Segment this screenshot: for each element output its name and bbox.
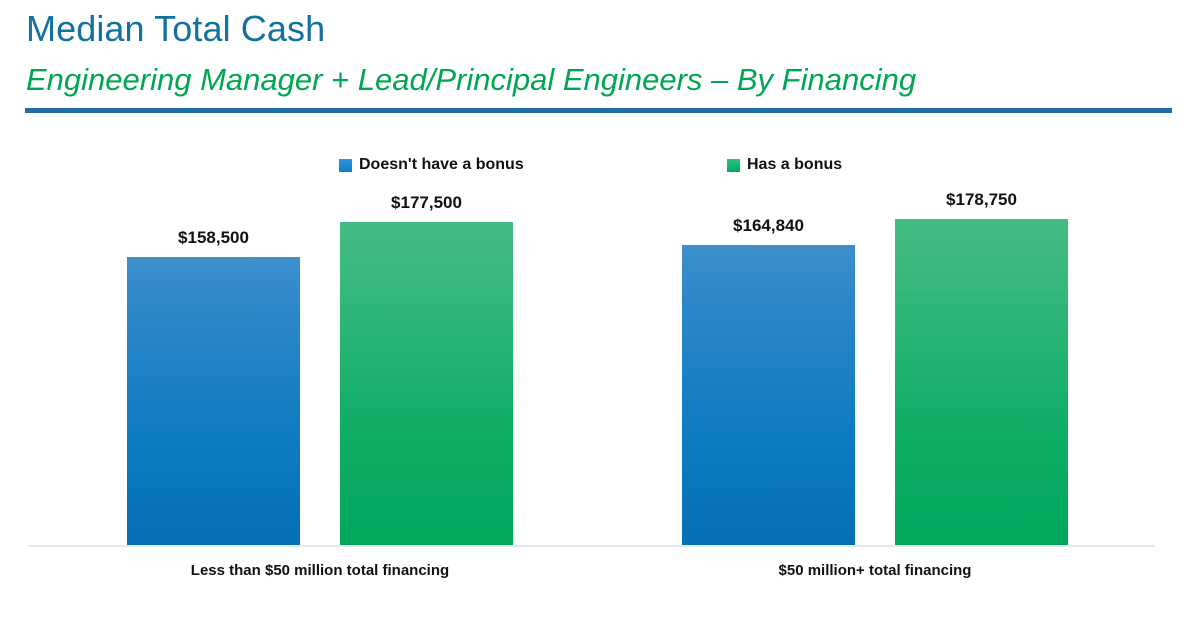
legend-swatch-icon	[727, 158, 740, 172]
page-subtitle: Engineering Manager + Lead/Principal Eng…	[26, 62, 917, 97]
chart-legend: Doesn't have a bonus Has a bonus	[0, 153, 1200, 177]
bar-value-label: $177,500	[391, 193, 462, 212]
header-divider	[25, 108, 1172, 113]
bar-group0-no-bonus[interactable]	[127, 257, 300, 545]
x-axis-category-label: Less than $50 million total financing	[190, 562, 450, 579]
legend-swatch-icon	[339, 158, 352, 172]
bar-value-label: $178,750	[946, 190, 1017, 209]
legend-item-label: Doesn't have a bonus	[359, 156, 524, 173]
legend-item-no-bonus[interactable]: Doesn't have a bonus	[339, 153, 524, 177]
bar-group0-has-bonus[interactable]	[340, 222, 513, 545]
x-axis-line	[28, 545, 1155, 547]
bar-value-label: $164,840	[733, 216, 804, 235]
bar-value-label: $158,500	[178, 228, 249, 247]
x-axis-category-label: $50 million+ total financing	[778, 562, 972, 579]
slide-header: Median Total Cash Engineering Manager + …	[0, 0, 1200, 120]
bar-group1-has-bonus[interactable]	[895, 219, 1068, 545]
bar-group1-no-bonus[interactable]	[682, 245, 855, 545]
page-title: Median Total Cash	[26, 8, 326, 49]
legend-item-has-bonus[interactable]: Has a bonus	[727, 153, 842, 177]
legend-item-label: Has a bonus	[747, 156, 843, 173]
